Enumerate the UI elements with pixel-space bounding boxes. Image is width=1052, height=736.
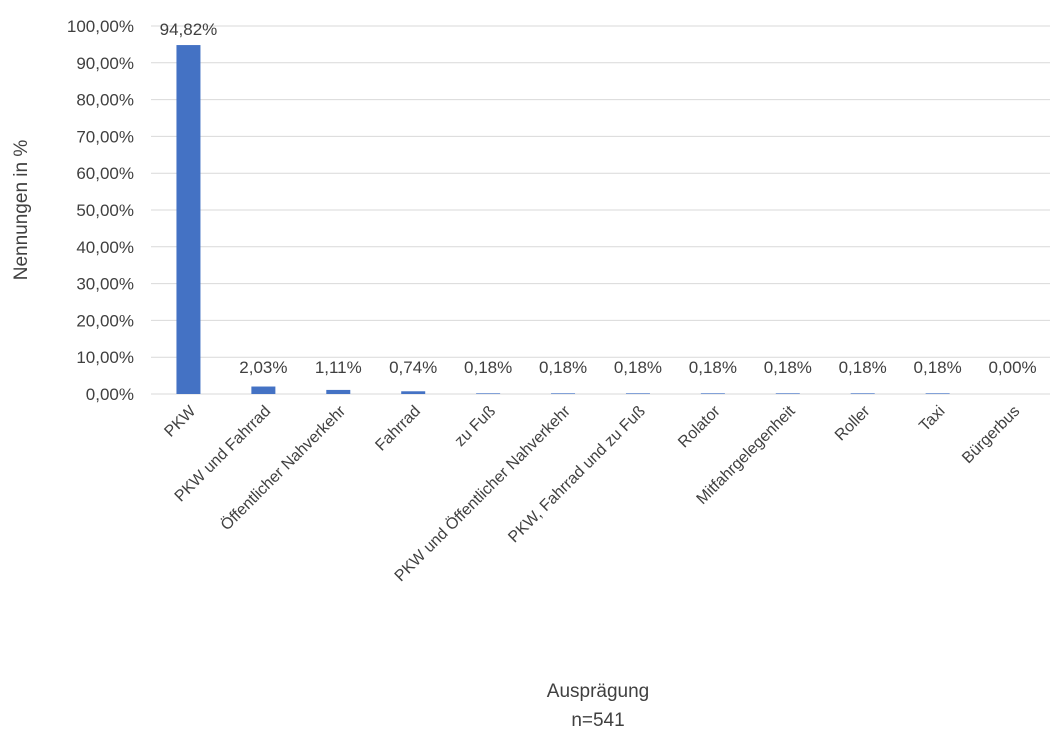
bar (476, 393, 501, 394)
category-label: PKW (161, 402, 199, 440)
sample-size-note: n=541 (571, 710, 624, 731)
bar (925, 393, 950, 394)
data-label: 0,74% (389, 358, 437, 377)
gridlines (151, 25, 1050, 395)
y-tick-label: 40,00% (76, 238, 134, 257)
bar (700, 393, 725, 394)
y-tick-label: 80,00% (76, 91, 134, 110)
y-axis-ticks: 0,00% 10,00% 20,00% 30,00% 40,00% 50,00% 60,00… (67, 17, 134, 404)
bar (326, 389, 351, 394)
data-label: 2,03% (239, 358, 287, 377)
x-axis-title: Ausprägung (547, 681, 649, 702)
y-tick-label: 50,00% (76, 201, 134, 220)
data-label: 1,11% (315, 358, 362, 377)
bar (850, 393, 875, 394)
bar (401, 391, 426, 394)
data-label: 0,18% (689, 358, 737, 377)
data-label: 0,18% (464, 358, 512, 377)
y-axis-title: Nennungen in % (11, 140, 32, 281)
data-label: 94,82% (160, 20, 218, 39)
y-tick-label: 10,00% (76, 348, 134, 367)
data-label: 0,18% (614, 358, 662, 377)
y-tick-label: 20,00% (76, 311, 134, 330)
category-label: Roller (832, 402, 874, 444)
bar (251, 386, 276, 394)
data-label: 0,00% (988, 358, 1036, 377)
data-label: 0,18% (764, 358, 812, 377)
y-tick-label: 70,00% (76, 127, 134, 146)
category-label: Öffentlicher Nahverkehr (217, 402, 349, 534)
bar (775, 393, 800, 394)
category-label: Taxi (916, 403, 948, 435)
y-tick-label: 0,00% (86, 385, 134, 404)
category-label: Rolator (675, 402, 724, 451)
bars (176, 45, 950, 394)
category-label: Bürgerbus (959, 403, 1023, 467)
bar (176, 45, 201, 394)
y-tick-label: 90,00% (76, 54, 134, 73)
data-label: 0,18% (539, 358, 587, 377)
data-label: 0,18% (839, 358, 887, 377)
bar (551, 393, 576, 394)
y-tick-label: 30,00% (76, 275, 134, 294)
category-label: PKW, Fahrrad und zu Fuß (505, 403, 649, 547)
category-label: zu Fuß (452, 403, 499, 450)
bar (625, 393, 650, 394)
category-label: Fahrrad (372, 403, 424, 455)
data-label: 0,18% (914, 358, 962, 377)
y-tick-label: 60,00% (76, 164, 134, 183)
y-tick-label: 100,00% (67, 17, 134, 36)
data-labels: 94,82% 2,03% 1,11% 0,74% 0,18% 0,18% 0,18% 0,18… (160, 20, 1037, 377)
